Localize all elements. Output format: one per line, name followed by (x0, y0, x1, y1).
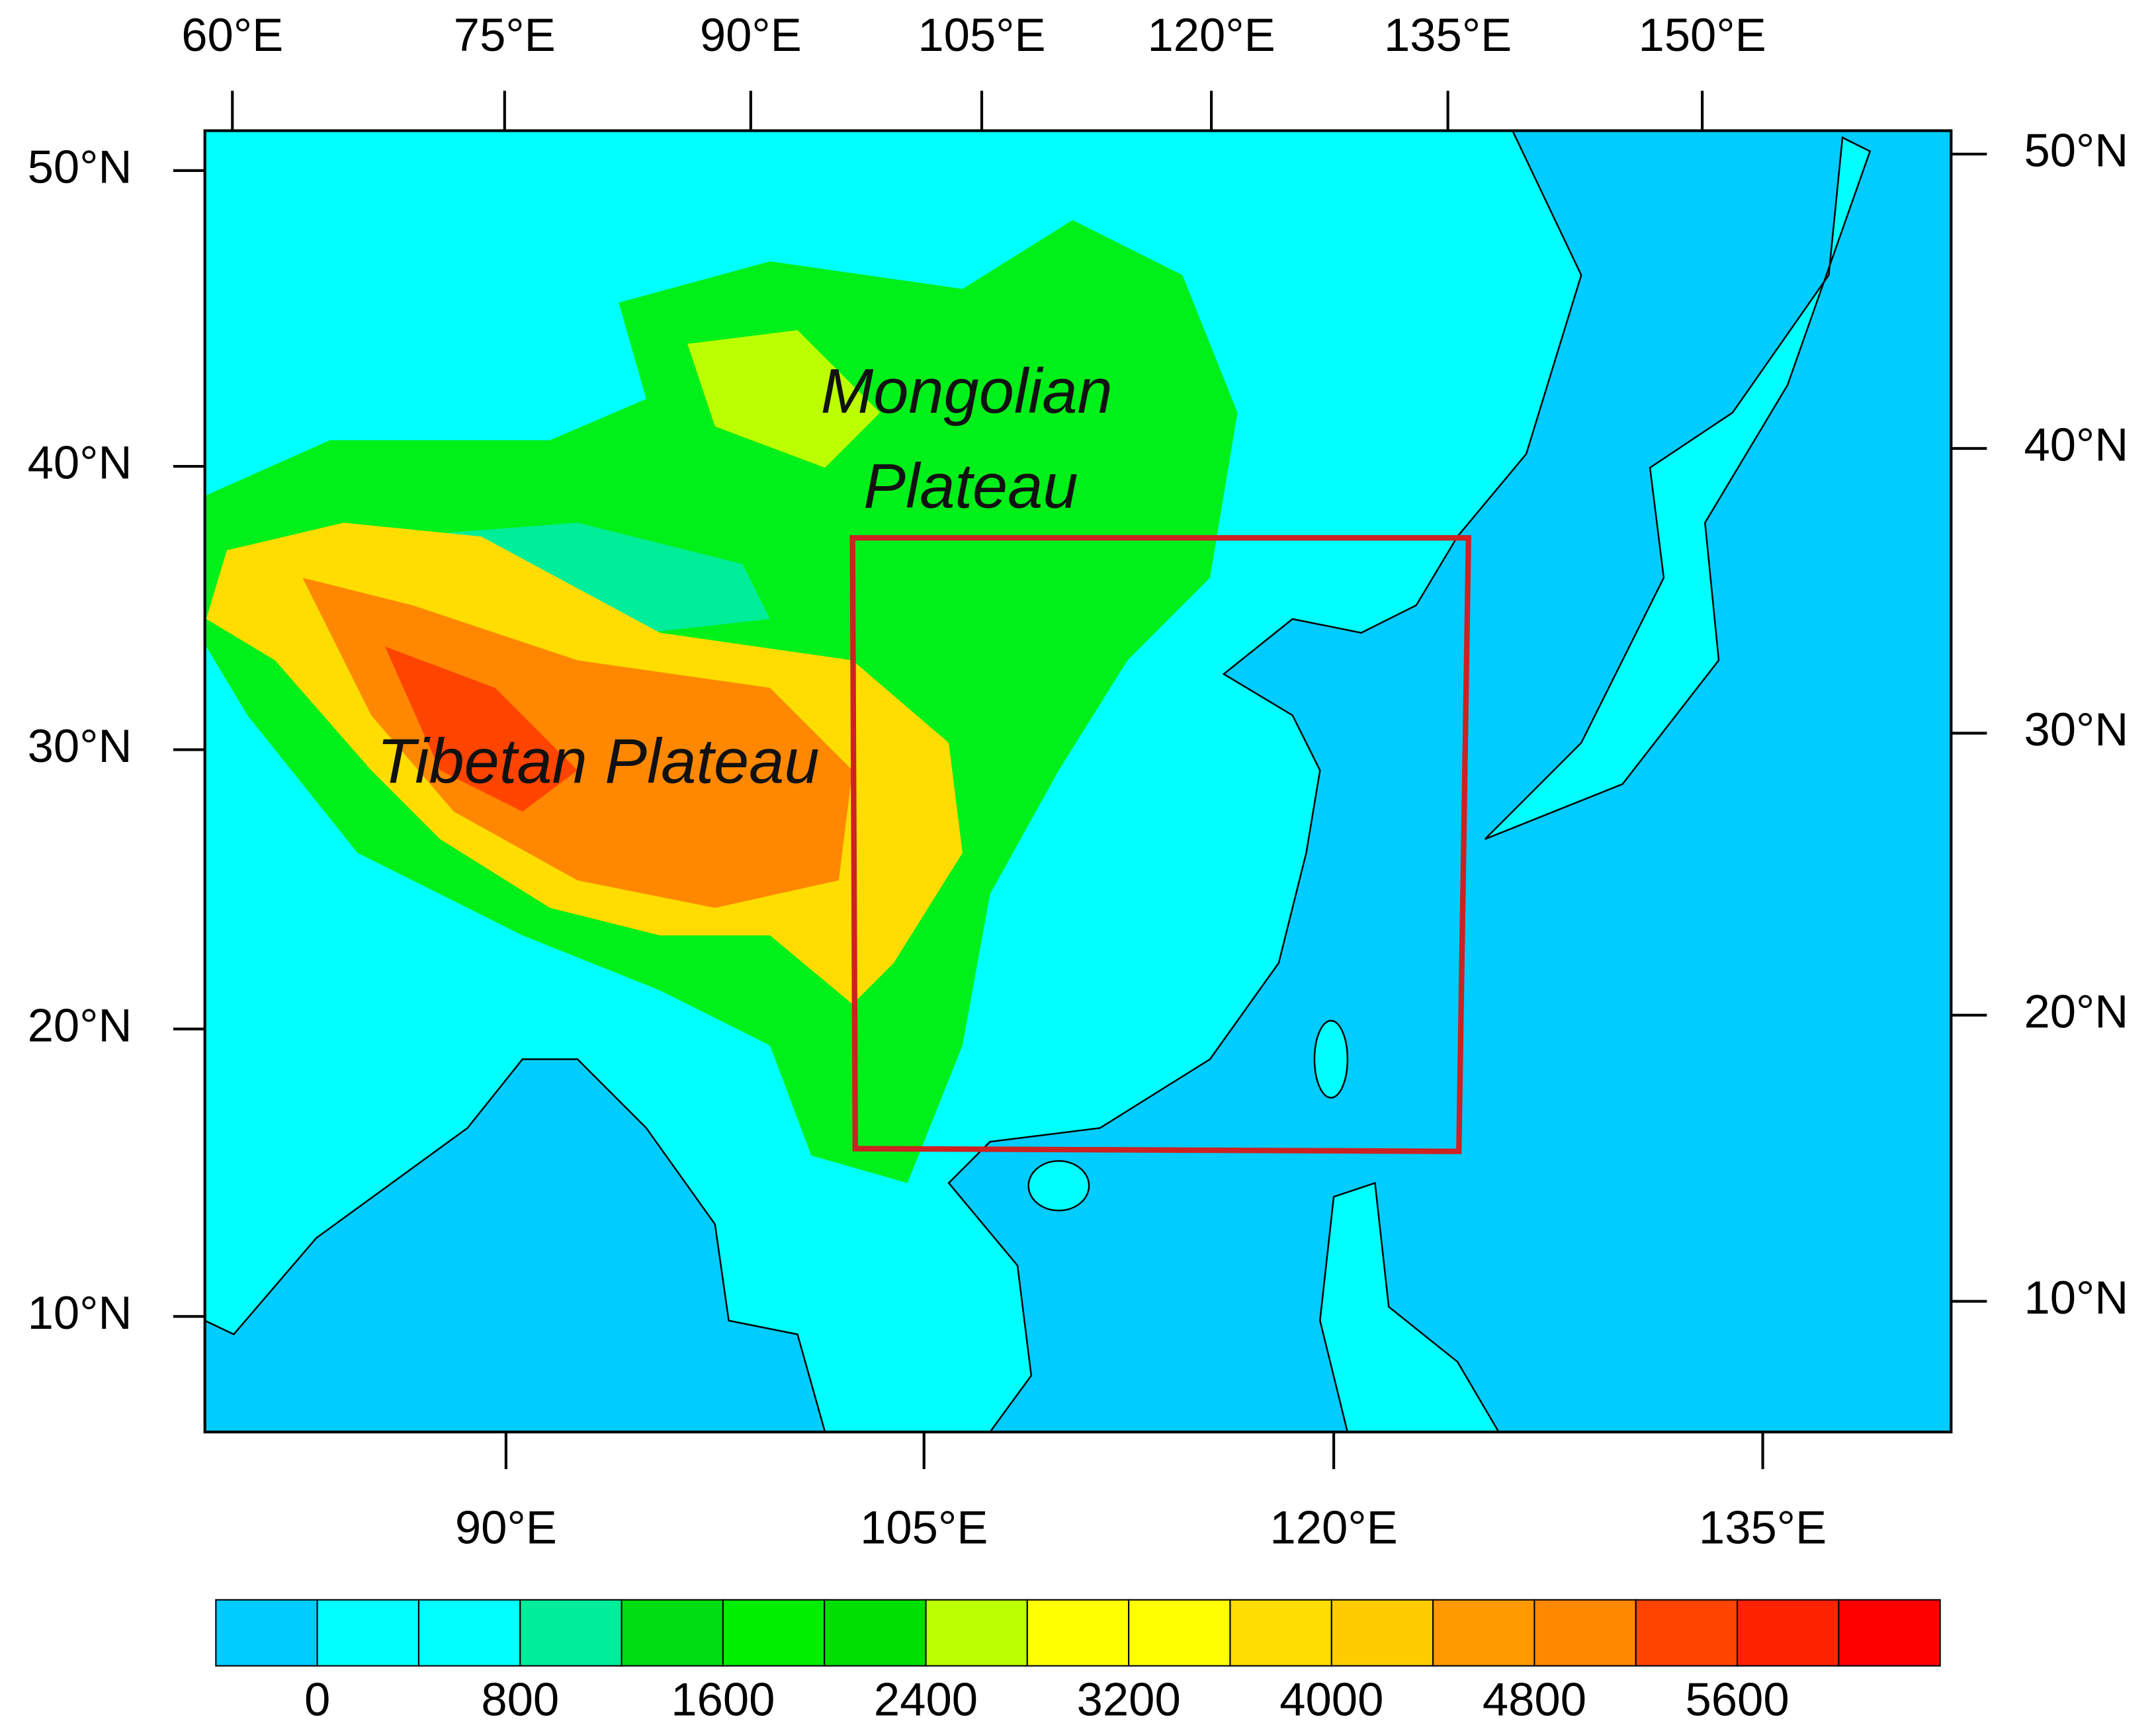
right-lat-label: 50°N (2024, 124, 2128, 177)
colorbar-box (722, 1599, 826, 1667)
colorbar-box (519, 1599, 623, 1667)
top-lon-label: 90°E (700, 9, 802, 61)
colorbar-box (1330, 1599, 1434, 1667)
colorbar-box (1737, 1599, 1840, 1667)
hainan (1027, 1160, 1090, 1212)
bottom-lon-label: 120°E (1270, 1501, 1397, 1553)
right-lat-label: 20°N (2024, 986, 2128, 1038)
colorbar-label: 2400 (874, 1673, 978, 1725)
map-area (204, 130, 1952, 1433)
colorbar-label: 3200 (1077, 1673, 1181, 1725)
top-lon-label: 135°E (1384, 9, 1512, 61)
annotation: Tibetan Plateau (377, 726, 820, 797)
colorbar-box (1838, 1599, 1941, 1667)
right-lat-label: 10°N (2024, 1271, 2128, 1324)
mongolia-yellow (687, 330, 881, 468)
highland-orange (302, 577, 853, 908)
left-lat-label: 10°N (28, 1286, 132, 1339)
annotation: Plateau (863, 451, 1078, 522)
colorbar-box (417, 1599, 521, 1667)
top-lon-label: 75°E (454, 9, 556, 61)
axes: 60°E 75°E 90°E 105°E 120°E 135°E 150°E 50°N 40°N… (28, 9, 2129, 1554)
philippines (1319, 1181, 1500, 1433)
colorbar-box (1533, 1599, 1637, 1667)
frame (203, 129, 1953, 1434)
highland-red (384, 646, 578, 812)
top-lon-label: 60°E (181, 9, 283, 61)
colorbar-box (1128, 1599, 1231, 1667)
left-lat-label: 30°N (28, 720, 132, 772)
colorbar-label: 4000 (1279, 1673, 1383, 1725)
colorbar-box (1635, 1599, 1739, 1667)
left-lat-label: 40°N (28, 437, 132, 489)
colorbar-box (925, 1599, 1028, 1667)
colorbar-box (1229, 1599, 1332, 1667)
colorbar-label: 4800 (1483, 1673, 1586, 1725)
bottom-lon-label: 135°E (1699, 1501, 1827, 1553)
bottom-lon-label: 90°E (455, 1501, 557, 1553)
colorbar-box (621, 1599, 724, 1667)
study-domain (849, 535, 1472, 1154)
annotation: Mongolian (821, 356, 1113, 427)
colorbar: 0 800 1600 2400 3200 4000 4800 5600 (215, 1599, 1941, 1725)
colorbar-label: 5600 (1685, 1673, 1789, 1725)
colorbar-box (215, 1599, 318, 1667)
japan (1484, 136, 1872, 840)
colorbar-box (824, 1599, 927, 1667)
right-lat-label: 40°N (2024, 419, 2128, 471)
colorbar-box (316, 1599, 419, 1667)
top-lon-label: 120°E (1147, 9, 1275, 61)
colorbar-label: 800 (481, 1673, 559, 1725)
left-lat-label: 20°N (28, 999, 132, 1051)
colorbar-box (1432, 1599, 1535, 1667)
colorbar-box (1026, 1599, 1130, 1667)
taiwan (1313, 1019, 1349, 1099)
bottom-lon-label: 105°E (860, 1501, 988, 1553)
top-lon-label: 105°E (918, 9, 1045, 61)
left-lat-label: 50°N (28, 141, 132, 193)
colorbar-label: 1600 (671, 1673, 775, 1725)
top-lon-label: 150°E (1638, 9, 1766, 61)
colorbar-label: 0 (304, 1673, 330, 1725)
right-lat-label: 30°N (2024, 703, 2128, 755)
